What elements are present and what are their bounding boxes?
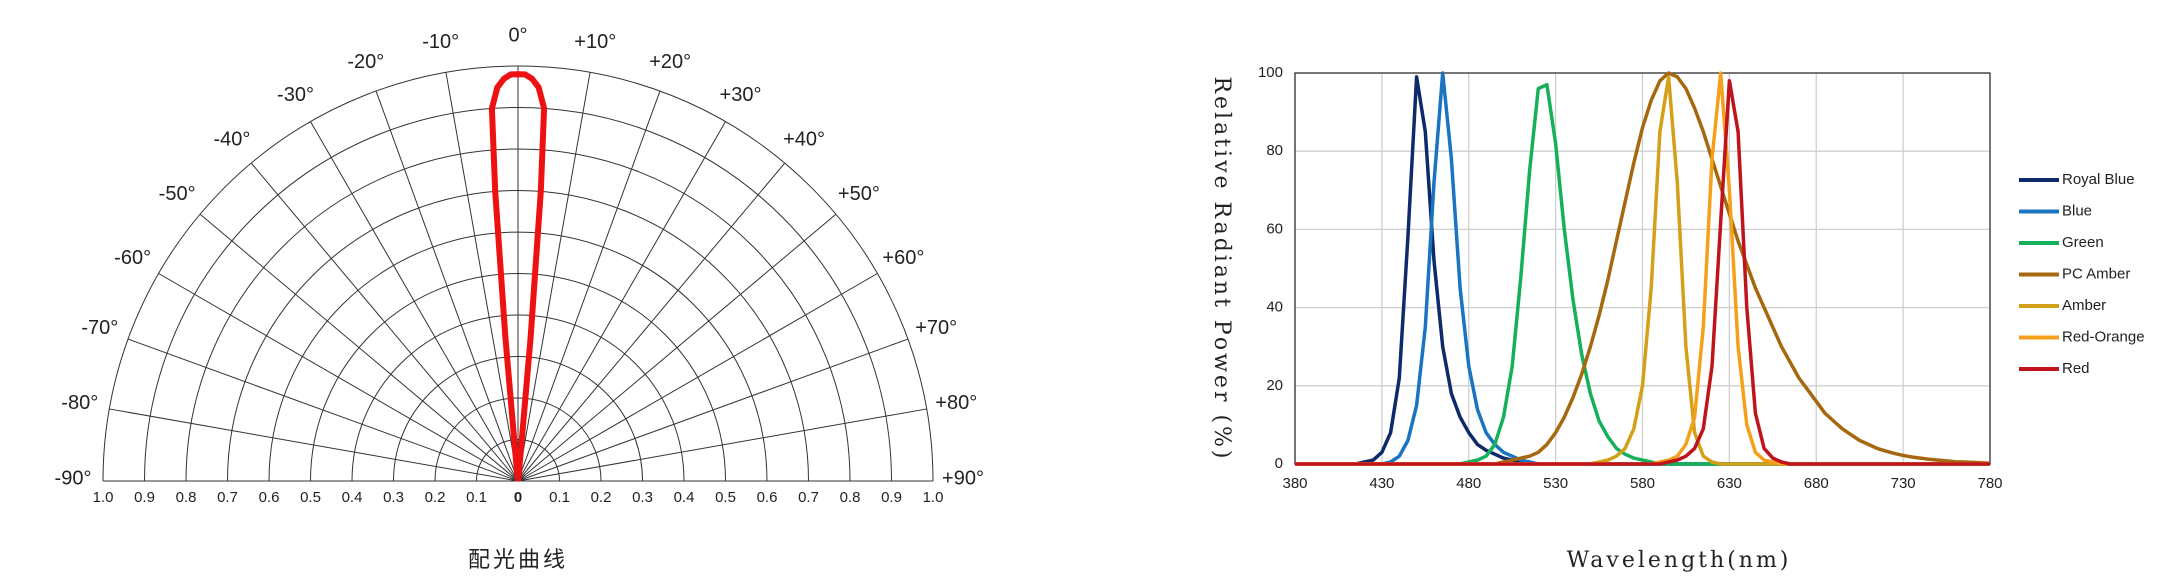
- y-tick-label: 100: [1258, 64, 1283, 81]
- theta-tick-label: 0°: [508, 24, 527, 46]
- r-tick-label: 0.6: [757, 489, 778, 506]
- legend-label: Royal Blue: [2062, 171, 2135, 188]
- theta-tick-label: -60°: [114, 247, 151, 269]
- polar-spoke: [517, 408, 927, 482]
- r-tick-label: 0.8: [176, 489, 197, 506]
- r-tick-label: 0.4: [674, 489, 695, 506]
- polar-spoke: [445, 72, 519, 482]
- y-tick-label: 60: [1266, 220, 1283, 237]
- polar-spoke: [127, 338, 519, 482]
- polar-caption: 配光曲线: [468, 548, 568, 573]
- polar-spoke: [517, 273, 878, 482]
- polar-spoke: [109, 408, 519, 482]
- r-tick-label: 0.8: [840, 489, 861, 506]
- x-tick-label: 380: [1282, 475, 1307, 492]
- y-tick-label: 20: [1266, 377, 1283, 394]
- theta-tick-label: +10°: [574, 31, 616, 53]
- r-tick-label: 0.7: [798, 489, 819, 506]
- theta-tick-label: +30°: [720, 84, 762, 106]
- r-tick-label: 0.2: [425, 489, 446, 506]
- r-tick-label: 0.2: [591, 489, 612, 506]
- x-tick-label: 780: [1977, 475, 2002, 492]
- theta-tick-label: +50°: [838, 183, 880, 205]
- legend-label: Red-Orange: [2062, 328, 2145, 345]
- x-tick-label: 680: [1804, 475, 1829, 492]
- theta-tick-label: -20°: [347, 51, 384, 73]
- theta-tick-label: -70°: [81, 317, 118, 339]
- y-tick-label: 80: [1266, 142, 1283, 159]
- polar-spoke: [517, 213, 837, 482]
- r-tick-label: 0.3: [383, 489, 404, 506]
- x-tick-label: 580: [1630, 475, 1655, 492]
- r-tick-label: 0.5: [300, 489, 321, 506]
- theta-tick-label: -50°: [159, 183, 196, 205]
- r-tick-label: 0.3: [632, 489, 653, 506]
- r-tick-label: 1.0: [923, 489, 944, 506]
- legend-label: Green: [2062, 234, 2104, 251]
- polar-spoke: [517, 72, 591, 482]
- theta-tick-label: +80°: [935, 392, 977, 414]
- legend-label: Amber: [2062, 297, 2106, 314]
- polar-spoke: [517, 121, 726, 482]
- r-tick-label: 0.1: [466, 489, 487, 506]
- polar-spoke: [158, 273, 519, 482]
- theta-tick-label: -40°: [214, 128, 251, 150]
- legend-label: Blue: [2062, 202, 2092, 219]
- theta-tick-label: -30°: [277, 84, 314, 106]
- polar-spoke: [310, 121, 519, 482]
- polar-spoke: [250, 162, 519, 482]
- theta-tick-label: -10°: [422, 31, 459, 53]
- x-tick-label: 430: [1369, 475, 1394, 492]
- x-tick-label: 530: [1543, 475, 1568, 492]
- polar-spoke: [199, 213, 519, 482]
- theta-tick-label: -80°: [61, 392, 98, 414]
- r-tick-label: 0.6: [259, 489, 280, 506]
- r-tick-label: 0.9: [881, 489, 902, 506]
- polar-spoke: [375, 90, 519, 482]
- r-tick-label: 0.1: [549, 489, 570, 506]
- theta-tick-label: +20°: [649, 51, 691, 73]
- spectrum-line: [1295, 79, 1990, 466]
- r-tick-label: 0.4: [342, 489, 363, 506]
- legend-label: Red: [2062, 360, 2090, 377]
- y-tick-label: 0: [1275, 455, 1283, 472]
- r-tick-label: 0.5: [715, 489, 736, 506]
- theta-tick-label: +90°: [942, 467, 984, 489]
- polar-spoke: [517, 90, 661, 482]
- polar-spoke: [517, 162, 786, 482]
- r-tick-label: 0: [514, 489, 522, 506]
- x-tick-label: 730: [1891, 475, 1916, 492]
- theta-tick-label: -90°: [55, 467, 92, 489]
- polar-spoke: [517, 338, 909, 482]
- y-axis-label: Relative Radiant Power (%): [1209, 76, 1234, 461]
- r-tick-label: 1.0: [93, 489, 114, 506]
- r-tick-label: 0.7: [217, 489, 238, 506]
- legend-label: PC Amber: [2062, 265, 2130, 282]
- r-tick-label: 0.9: [134, 489, 155, 506]
- x-tick-label: 630: [1717, 475, 1742, 492]
- x-axis-label: Wavelength(nm): [1567, 548, 1792, 573]
- theta-tick-label: +40°: [783, 128, 825, 150]
- theta-tick-label: +60°: [882, 247, 924, 269]
- theta-tick-label: +70°: [915, 317, 957, 339]
- y-tick-label: 40: [1266, 299, 1283, 316]
- x-tick-label: 480: [1456, 475, 1481, 492]
- intensity-curve: [488, 71, 548, 482]
